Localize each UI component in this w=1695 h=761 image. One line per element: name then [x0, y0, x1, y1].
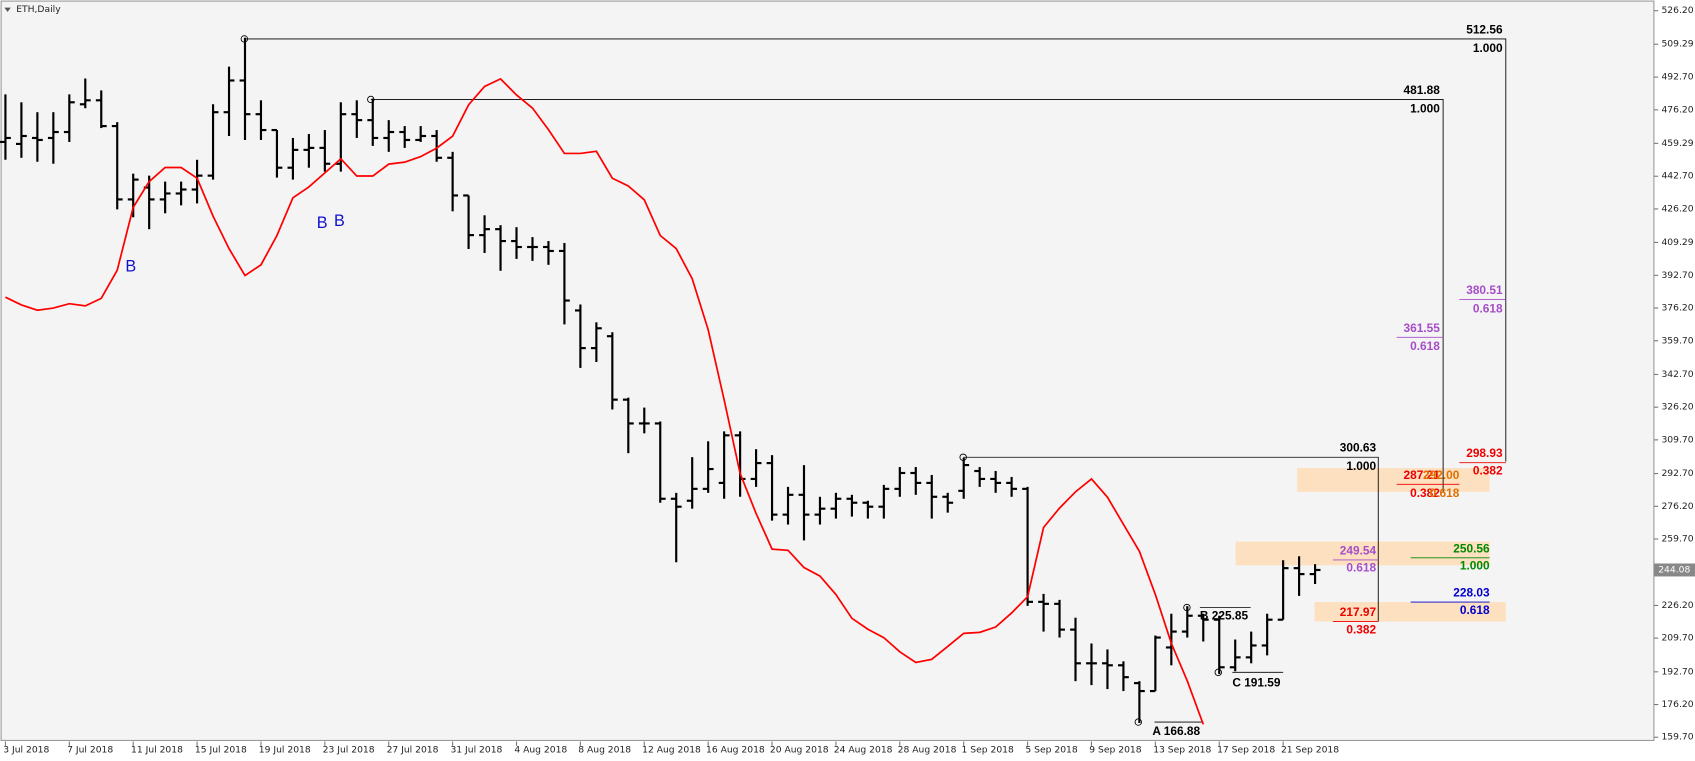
- annotation: 0.382: [1410, 486, 1440, 500]
- y-tick-label: 176.20: [1661, 699, 1693, 710]
- zone: [1314, 602, 1506, 622]
- annotation: 0.618: [1460, 603, 1490, 617]
- y-tick-label: 392.70: [1661, 270, 1693, 281]
- x-tick-label: 1 Sep 2018: [962, 745, 1014, 756]
- annotation: B: [125, 257, 136, 275]
- x-tick-label: 3 Jul 2018: [3, 745, 49, 756]
- annotation: A 166.88: [1152, 724, 1200, 738]
- y-tick-label: 226.20: [1661, 600, 1693, 611]
- x-tick-label: 21 Sep 2018: [1281, 745, 1339, 756]
- annotation: C 191.59: [1232, 675, 1281, 689]
- x-tick-label: 8 Aug 2018: [578, 745, 631, 756]
- y-tick-label: 426.20: [1661, 203, 1693, 214]
- x-tick-label: 31 Jul 2018: [450, 745, 502, 756]
- price-marker-label: 244.08: [1658, 564, 1690, 575]
- x-tick-label: 4 Aug 2018: [514, 745, 567, 756]
- fib-line: [370, 99, 1444, 492]
- annotation: 300.63: [1340, 441, 1377, 455]
- annotation: 361.55: [1404, 321, 1441, 335]
- annotation: 287.21: [1404, 468, 1441, 482]
- annotation: 250.56: [1453, 541, 1490, 555]
- y-tick-label: 509.29: [1661, 39, 1693, 50]
- x-tick-label: 28 Aug 2018: [898, 745, 957, 756]
- annotation: 0.382: [1473, 463, 1503, 477]
- x-tick-label: 13 Sep 2018: [1153, 745, 1211, 756]
- marks: [0, 37, 1321, 725]
- fib-line: [963, 456, 1379, 622]
- x-tick-label: 19 Jul 2018: [259, 745, 311, 756]
- y-tick-label: 409.29: [1661, 237, 1693, 248]
- annotation: 1.000: [1460, 559, 1490, 573]
- pivot: [1134, 718, 1142, 726]
- x-tick-label: 7 Jul 2018: [67, 745, 113, 756]
- x-tick-label: 27 Jul 2018: [387, 745, 439, 756]
- zone: [1297, 468, 1490, 492]
- annotation: 0.618: [1473, 301, 1503, 315]
- annotation: 249.54: [1340, 543, 1377, 557]
- chart-title: ETH,Daily: [16, 4, 61, 15]
- annotation: B 225.85: [1200, 608, 1249, 622]
- line: [5, 77, 1205, 725]
- x-tick-label: 23 Jul 2018: [323, 745, 375, 756]
- annotation: 481.88: [1404, 83, 1441, 97]
- y-tick-label: 276.20: [1661, 501, 1693, 512]
- annotation: 1.000: [1473, 41, 1503, 55]
- x-tick-label: 5 Sep 2018: [1025, 745, 1077, 756]
- annotation: B: [334, 212, 345, 230]
- y-tick-label: 376.20: [1661, 303, 1693, 314]
- annotation: B: [317, 214, 328, 232]
- y-tick-label: 292.70: [1661, 468, 1693, 479]
- y-tick-label: 259.70: [1661, 534, 1693, 545]
- y-tick-label: 309.70: [1661, 434, 1693, 445]
- annotation: 1.000: [1410, 101, 1440, 115]
- x-tick-label: 17 Sep 2018: [1217, 745, 1275, 756]
- y-tick-label: 459.29: [1661, 138, 1693, 149]
- x-tick-label: 12 Aug 2018: [642, 745, 701, 756]
- plot-area: [0, 0, 1655, 742]
- y-tick-label: 359.70: [1661, 335, 1693, 346]
- annotation: 1.000: [1346, 459, 1376, 473]
- annotation: 228.03: [1453, 586, 1490, 600]
- x-tick-label: 15 Jul 2018: [195, 745, 247, 756]
- pivot: [367, 95, 375, 104]
- x-tick-label: 24 Aug 2018: [834, 745, 893, 756]
- y-tick-label: 442.70: [1661, 171, 1693, 182]
- y-tick-label: 192.70: [1661, 666, 1693, 677]
- y-tick-label: 342.70: [1661, 369, 1693, 380]
- price-marker: [1653, 563, 1695, 577]
- x-tick-label: 9 Sep 2018: [1089, 745, 1141, 756]
- annotation: 217.97: [1340, 605, 1377, 619]
- annotation: 380.51: [1466, 283, 1503, 297]
- fib-lines: [240, 35, 1507, 726]
- annotation: 0.618: [1346, 561, 1376, 575]
- y-tick-label: 209.70: [1661, 633, 1693, 644]
- y-tick-label: 492.70: [1661, 72, 1693, 83]
- x-tick-label: 16 Aug 2018: [706, 745, 765, 756]
- fib-line: [244, 38, 1507, 462]
- annotation: 298.93: [1466, 446, 1503, 460]
- y-tick-label: 526.20: [1661, 5, 1693, 16]
- x-tick-label: 11 Jul 2018: [131, 745, 183, 756]
- menu-icon: [4, 7, 11, 12]
- y-tick-label: 159.70: [1661, 732, 1693, 743]
- annotation: 292.00: [1423, 468, 1460, 482]
- annotation: 0.382: [1346, 622, 1376, 636]
- annotation: 0.618: [1430, 486, 1460, 500]
- y-tick-label: 326.20: [1661, 402, 1693, 413]
- annotation: 512.56: [1466, 22, 1503, 36]
- x-tick-label: 20 Aug 2018: [770, 745, 829, 756]
- annotation: 0.618: [1410, 339, 1440, 353]
- y-tick-label: 476.20: [1661, 104, 1693, 115]
